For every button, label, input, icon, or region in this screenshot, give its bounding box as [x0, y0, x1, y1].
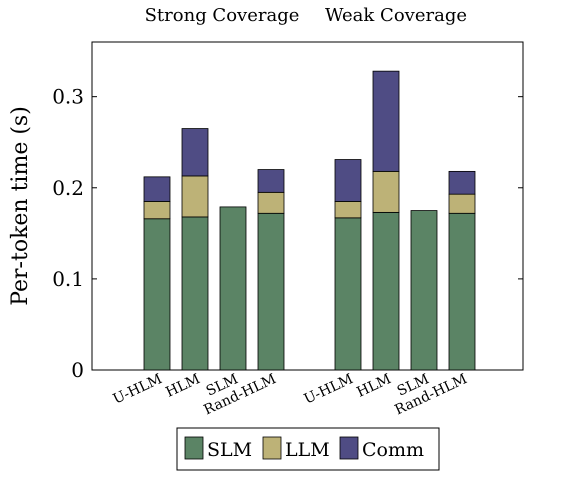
x-category-label: HLM — [163, 371, 202, 401]
group-title: Weak Coverage — [325, 5, 467, 26]
legend: SLM LLM Comm — [176, 427, 440, 471]
bar-segment-slm — [334, 217, 362, 371]
bar-segment-slm — [410, 210, 438, 371]
bar-segment-comm — [334, 159, 362, 202]
bar-segment-comm — [448, 170, 476, 195]
bar-segment-llm — [257, 191, 285, 214]
bar-segment-slm — [448, 212, 476, 371]
bar-segment-comm — [257, 169, 285, 193]
y-tick-label: 0.1 — [52, 267, 84, 291]
bar-segment-llm — [448, 193, 476, 214]
bar-segment-slm — [219, 206, 247, 371]
legend-label-llm: LLM — [285, 439, 330, 461]
y-tick-label: 0.2 — [52, 176, 84, 200]
legend-label-slm: SLM — [207, 439, 252, 461]
bar-segment-slm — [257, 212, 285, 371]
x-category-label: U-HLM — [111, 371, 165, 408]
y-tick-label: 0.3 — [52, 85, 84, 109]
x-category-label: U-HLM — [302, 371, 356, 408]
group-titles: Strong Coverage Weak Coverage — [145, 5, 467, 26]
y-axis-title: Per-token time (s) — [8, 106, 33, 306]
bar-segment-llm — [372, 170, 400, 213]
legend-box — [176, 427, 440, 471]
bar-segment-comm — [372, 70, 400, 172]
legend-label-comm: Comm — [362, 439, 424, 461]
bar-segment-slm — [181, 216, 209, 371]
group-title: Strong Coverage — [145, 5, 300, 26]
y-tick-label: 0 — [71, 358, 84, 382]
bar-segment-slm — [372, 211, 400, 371]
bar-segment-llm — [334, 201, 362, 219]
legend-swatch-slm — [184, 436, 204, 460]
bar-segment-llm — [143, 201, 171, 220]
legend-swatch-comm — [339, 436, 359, 460]
plot-frame — [91, 41, 524, 371]
bar-segment-slm — [143, 218, 171, 371]
bar-segment-comm — [181, 128, 209, 177]
bar-segment-llm — [181, 175, 209, 218]
x-category-label: HLM — [354, 371, 393, 401]
legend-swatch-llm — [262, 436, 282, 460]
bars — [143, 70, 476, 371]
y-axis: 0 0.1 0.2 0.3 — [52, 85, 523, 382]
bar-segment-comm — [143, 176, 171, 202]
